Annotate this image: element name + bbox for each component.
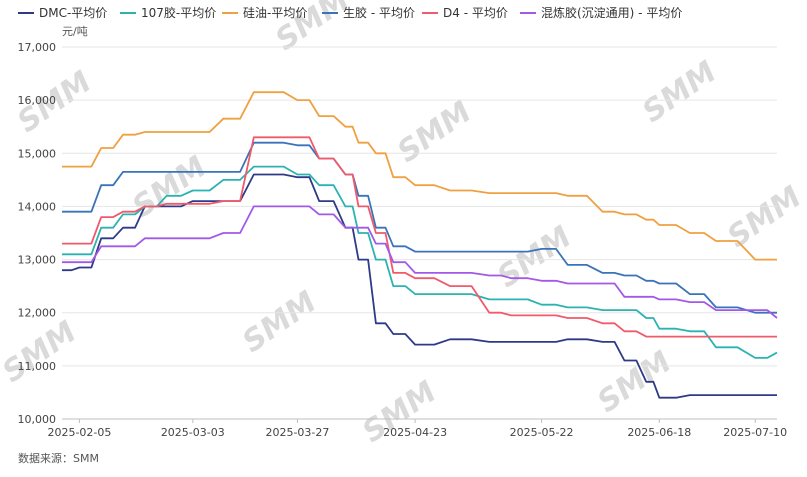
series-layer [62, 91, 778, 399]
y-tick-label: 17,000 [18, 41, 57, 54]
legend: DMC-平均价 107胶-平均价 硅油-平均价 生胶 - 平均价 D4 - 平均价 混炼胶… [18, 5, 682, 20]
grid-lines [62, 46, 777, 420]
y-tick-label: 16,000 [18, 94, 57, 107]
watermark-text: SMM [236, 284, 323, 359]
data-source-label: 数据来源：SMM [18, 451, 99, 465]
series-line [62, 136, 777, 338]
x-tick-label: 2025-07-10 [723, 426, 787, 439]
watermark-text: SMM [591, 344, 678, 419]
x-axis: 2025-02-05 2025-03-03 2025-03-27 2025-04-23… [47, 419, 787, 439]
series-line [62, 165, 778, 359]
y-tick-label: 15,000 [18, 147, 57, 160]
y-tick-label: 10,000 [18, 413, 57, 426]
y-tick-label: 12,000 [18, 307, 57, 320]
x-tick-label: 2025-03-27 [265, 426, 329, 439]
x-tick-label: 2025-03-03 [161, 426, 225, 439]
series-line [62, 205, 778, 319]
watermark-logo: SMM [636, 54, 723, 129]
legend-item-label: 硅油-平均价 [243, 6, 307, 20]
legend-item-label: D4 - 平均价 [443, 6, 508, 20]
y-axis-unit-label: 元/吨 [62, 25, 88, 38]
watermark-logo: SMM [591, 344, 678, 419]
x-tick-label: 2025-06-18 [627, 426, 691, 439]
x-tick-label: 2025-05-22 [510, 426, 574, 439]
x-tick-label: 2025-04-23 [383, 426, 447, 439]
watermark-text: SMM [721, 179, 807, 254]
watermark-logo: SMM [721, 179, 807, 254]
watermark-text: SMM [391, 94, 478, 169]
watermark-logo: SMM [0, 314, 83, 389]
watermark-logo: SMM [236, 284, 323, 359]
series-line [62, 91, 777, 261]
watermark-logo: SMM [391, 94, 478, 169]
legend-item-label: 混炼胶(沉淀通用) - 平均价 [541, 5, 682, 20]
watermark-text: SMM [126, 149, 213, 224]
y-tick-label: 14,000 [18, 200, 57, 213]
x-tick-label: 2025-02-05 [47, 426, 111, 439]
watermark-text: SMM [636, 54, 723, 129]
legend-item-label: 107胶-平均价 [141, 5, 216, 20]
series-line [62, 141, 777, 314]
watermark-text: SMM [0, 314, 83, 389]
watermark-logo: SMM [126, 149, 213, 224]
legend-item-label: DMC-平均价 [39, 6, 107, 20]
series-line [62, 173, 777, 399]
y-tick-label: 11,000 [18, 360, 57, 373]
y-tick-label: 13,000 [18, 254, 57, 267]
legend-item-label: 生胶 - 平均价 [343, 5, 415, 20]
y-axis: 10,000 11,000 12,000 13,000 14,000 15,000 16,0… [18, 41, 57, 426]
